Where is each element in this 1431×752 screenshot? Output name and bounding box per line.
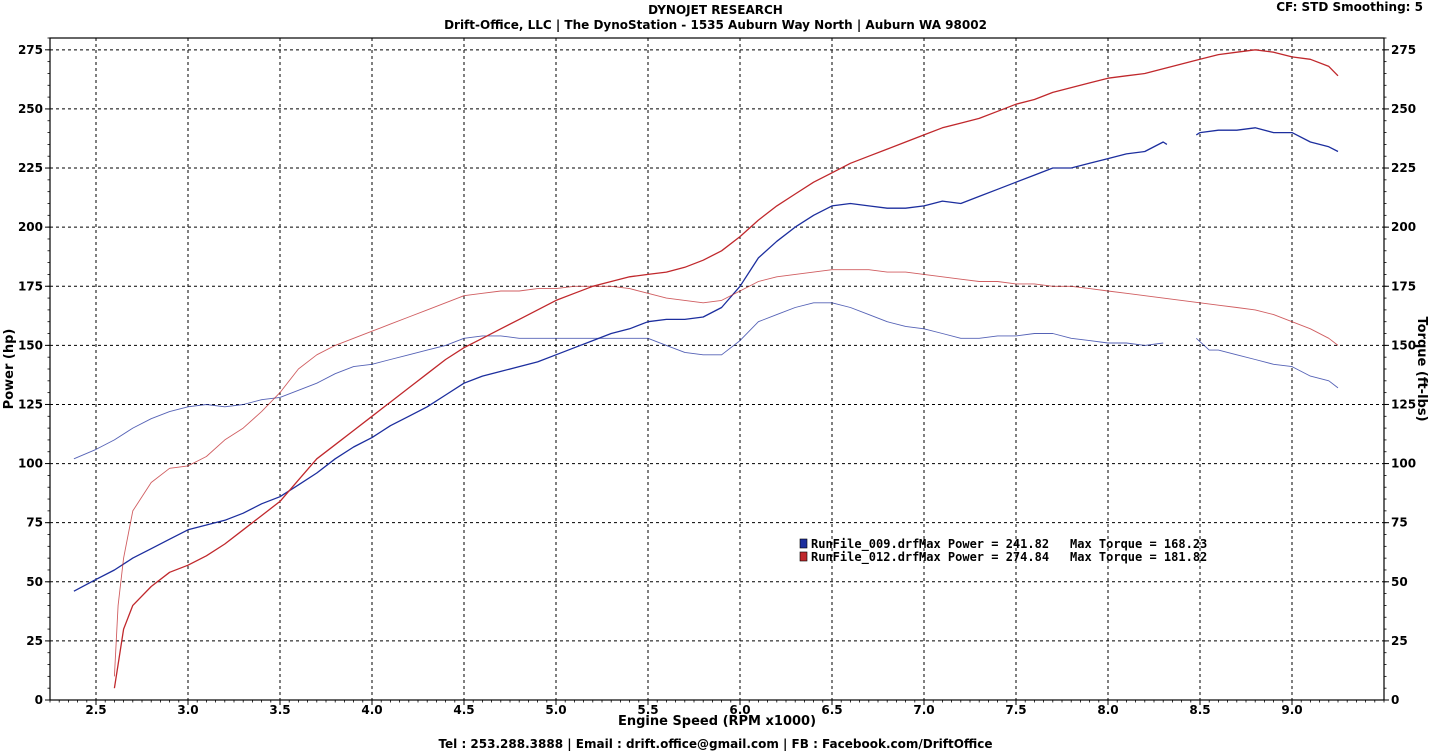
- legend: RunFile_009.drf Max Power = 241.82 Max Tor…: [799, 537, 1207, 565]
- y2-tick-label: 25: [1391, 634, 1408, 648]
- x-tick-label: 5.5: [637, 703, 658, 717]
- legend-max-torque: Max Torque = 181.82: [1070, 550, 1207, 564]
- x-axis-label: Engine Speed (RPM x1000): [618, 714, 816, 729]
- x-tick-label: 8.0: [1097, 703, 1118, 717]
- y-tick-label: 175: [18, 279, 43, 293]
- y-tick-label: 50: [26, 575, 43, 589]
- x-tick-label: 4.5: [453, 703, 474, 717]
- y2-tick-label: 0: [1391, 693, 1399, 707]
- x-tick-label: 9.0: [1281, 703, 1302, 717]
- legend-file: RunFile_012.drf: [811, 550, 919, 565]
- x-tick-label: 7.0: [913, 703, 934, 717]
- run009-torque-line: [1195, 337, 1339, 389]
- legend-swatch: [799, 538, 808, 549]
- x-tick-label: 6.5: [821, 703, 842, 717]
- x-tick-label: 4.0: [361, 703, 382, 717]
- contact-footer: Tel : 253.288.3888 | Email : drift.offic…: [438, 737, 993, 751]
- grid: [50, 38, 1384, 700]
- y2-tick-label: 75: [1391, 516, 1408, 530]
- tick-labels: 2.5 3.0 3.5 4.0 4.5 5.0 5.5 6.0 6.5 7.0 7.5 8.0 8.5 9…: [18, 37, 1416, 717]
- x-tick-label: 3.0: [177, 703, 198, 717]
- run012-torque-line: [113, 269, 1339, 677]
- run009-torque-line: [73, 302, 1164, 460]
- y-tick-label: 75: [26, 516, 43, 530]
- y2-axis-label: Torque (ft-lbs): [1414, 316, 1429, 421]
- x-tick-label: 5.0: [545, 703, 566, 717]
- y2-tick-label: 275: [1391, 43, 1416, 57]
- y2-tick-label: 250: [1391, 102, 1416, 116]
- run009-power-line: [73, 141, 1168, 592]
- y2-tick-label: 225: [1391, 161, 1416, 175]
- y-tick-label: 100: [18, 457, 43, 471]
- x-tick-label: 3.5: [269, 703, 290, 717]
- legend-swatch: [799, 551, 808, 562]
- legend-max-power: Max Power = 274.84: [919, 550, 1049, 564]
- x-tick-label: 6.0: [729, 703, 750, 717]
- x-tick-label: 7.5: [1005, 703, 1026, 717]
- y2-tick-label: 175: [1391, 279, 1416, 293]
- legend-max-torque: Max Torque = 168.23: [1070, 537, 1207, 551]
- legend-max-power: Max Power = 241.82: [919, 537, 1049, 551]
- y-tick-label: 25: [26, 634, 43, 648]
- y2-tick-label: 150: [1391, 338, 1416, 352]
- y-tick-label: 125: [18, 397, 43, 411]
- run012-power-line: [113, 49, 1339, 689]
- y-tick-label: 275: [18, 43, 43, 57]
- run009-power-line: [1195, 127, 1339, 153]
- chart-subtitle: Drift-Office, LLC | The DynoStation - 15…: [444, 18, 987, 32]
- y2-tick-label: 50: [1391, 575, 1408, 589]
- series-lines: [73, 49, 1339, 689]
- y-axis-label: Power (hp): [2, 329, 17, 410]
- settings-readout: CF: STD Smoothing: 5: [1276, 0, 1423, 14]
- y-tick-label: 250: [18, 102, 43, 116]
- y2-tick-label: 100: [1391, 457, 1416, 471]
- y-tick-label: 150: [18, 338, 43, 352]
- x-tick-label: 2.5: [85, 703, 106, 717]
- y-tick-label: 200: [18, 220, 43, 234]
- chart-title: DYNOJET RESEARCH: [648, 3, 783, 17]
- legend-file: RunFile_009.drf: [811, 537, 919, 552]
- y2-tick-label: 125: [1391, 397, 1416, 411]
- y-tick-label: 0: [35, 693, 43, 707]
- y-tick-label: 225: [18, 161, 43, 175]
- y2-tick-label: 200: [1391, 220, 1416, 234]
- plot-frame: [49, 37, 1385, 701]
- x-tick-label: 8.5: [1189, 703, 1210, 717]
